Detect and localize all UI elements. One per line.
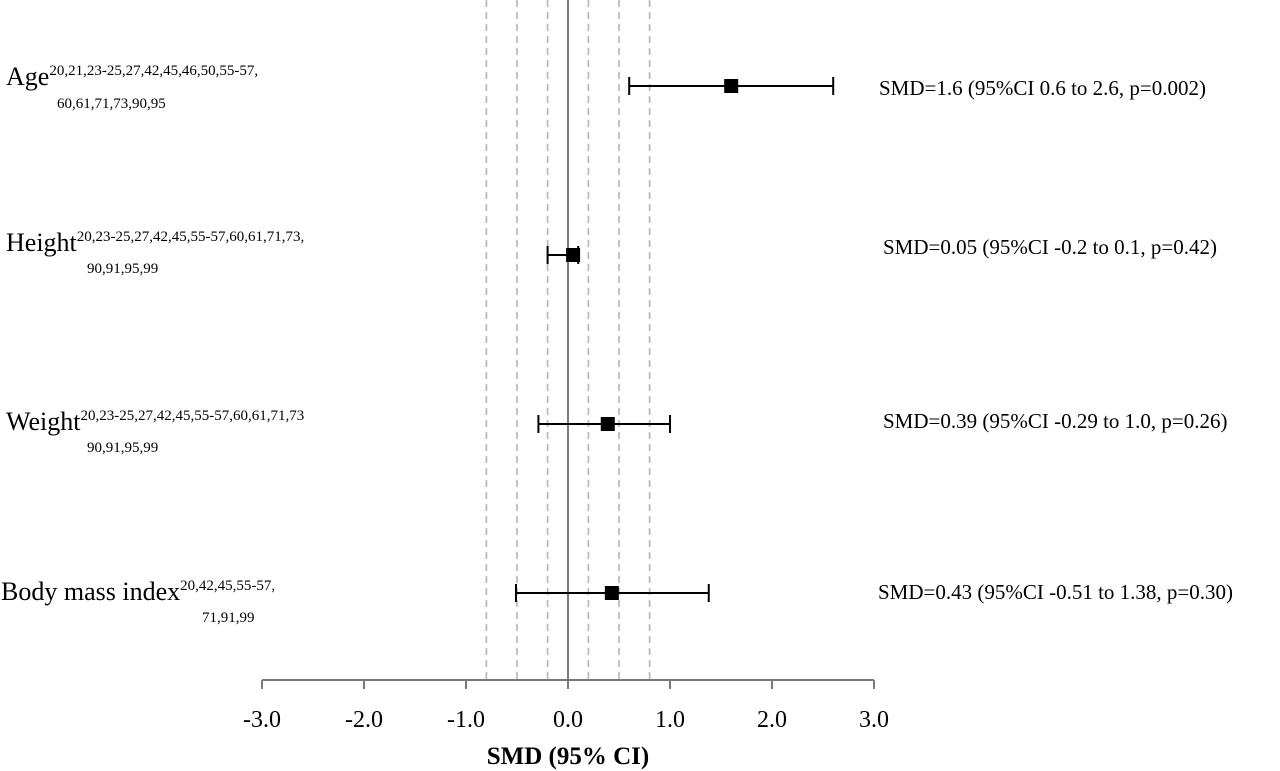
row-label-height: Height20,23-25,27,42,45,55-57,60,61,71,7… bbox=[6, 228, 305, 257]
row-label-bmi: Body mass index20,42,45,55-57, bbox=[1, 577, 276, 606]
smd-text-age: SMD=1.6 (95%CI 0.6 to 2.6, p=0.002) bbox=[879, 76, 1207, 100]
x-tick-label-1: -2.0 bbox=[345, 707, 383, 733]
smd-text-bmi: SMD=0.43 (95%CI -0.51 to 1.38, p=0.30) bbox=[878, 580, 1234, 604]
row-refs-weight: 90,91,95,99 bbox=[87, 440, 159, 456]
smd-text-height: SMD=0.05 (95%CI -0.2 to 0.1, p=0.42) bbox=[883, 235, 1218, 259]
x-tick-label-0: -3.0 bbox=[243, 707, 281, 733]
row-refs-bmi: 71,91,99 bbox=[202, 610, 255, 626]
point-estimate-1 bbox=[566, 248, 581, 262]
x-tick-label-2: -1.0 bbox=[447, 707, 485, 733]
row-refs-height: 90,91,95,99 bbox=[87, 261, 159, 277]
row-label-age: Age20,21,23-25,27,42,45,46,50,55-57, bbox=[6, 62, 259, 91]
point-estimate-2 bbox=[600, 417, 615, 431]
x-axis-label: SMD (95% CI) bbox=[487, 743, 650, 770]
point-estimate-0 bbox=[724, 79, 739, 93]
row-label-weight: Weight20,23-25,27,42,45,55-57,60,61,71,7… bbox=[6, 407, 305, 436]
row-refs-age: 60,61,71,73,90,95 bbox=[57, 96, 166, 112]
smd-text-weight: SMD=0.39 (95%CI -0.29 to 1.0, p=0.26) bbox=[883, 409, 1228, 433]
x-tick-label-3: 0.0 bbox=[553, 707, 583, 733]
x-tick-label-5: 2.0 bbox=[757, 707, 787, 733]
x-tick-label-4: 1.0 bbox=[655, 707, 685, 733]
x-tick-label-6: 3.0 bbox=[859, 707, 889, 733]
point-estimate-3 bbox=[604, 586, 619, 600]
